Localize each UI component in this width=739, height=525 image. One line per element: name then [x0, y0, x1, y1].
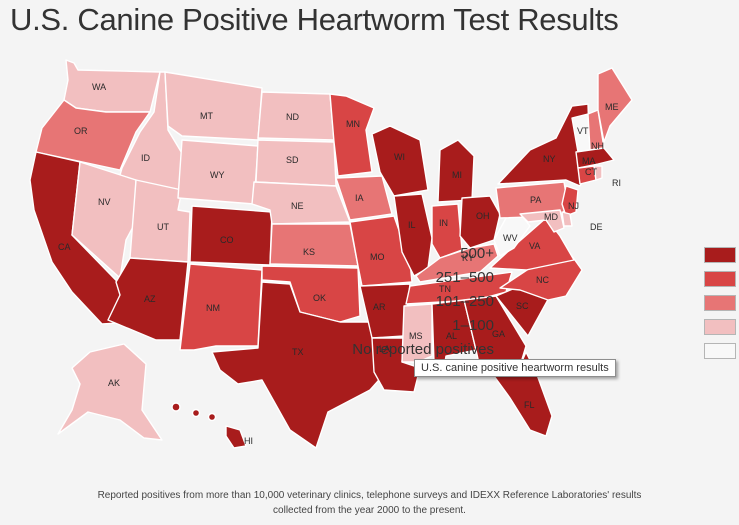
label-hi: HI	[244, 436, 253, 446]
label-ga: GA	[492, 329, 505, 339]
label-ok: OK	[313, 293, 326, 303]
label-ks: KS	[303, 247, 315, 257]
state-hi-island-3[interactable]	[207, 412, 217, 422]
legend-label: 101–250	[435, 293, 494, 310]
label-tn: TN	[439, 284, 451, 294]
state-hi[interactable]	[225, 425, 247, 449]
label-nd: ND	[286, 112, 299, 122]
label-fl: FL	[524, 400, 535, 410]
label-tx: TX	[292, 347, 304, 357]
footnote-line-1: Reported positives from more than 10,000…	[97, 490, 642, 501]
state-ma[interactable]	[575, 147, 615, 169]
label-vt: VT	[577, 126, 589, 136]
state-mi[interactable]	[437, 139, 475, 203]
legend-swatch	[704, 247, 736, 263]
label-ne: NE	[291, 201, 304, 211]
label-ut: UT	[157, 222, 169, 232]
label-ny: NY	[543, 154, 556, 164]
label-ar: AR	[373, 302, 386, 312]
legend-label: 500+	[460, 245, 494, 262]
state-me[interactable]	[597, 67, 633, 143]
label-wa: WA	[92, 82, 106, 92]
label-in: IN	[439, 218, 448, 228]
footnote-line-2: collected from the year 2000 to the pres…	[273, 505, 466, 516]
state-hi-island-1[interactable]	[171, 402, 181, 412]
state-ks[interactable]	[269, 223, 359, 267]
label-ky: KY	[462, 253, 474, 263]
legend-swatch	[704, 295, 736, 311]
state-ak[interactable]	[57, 343, 163, 441]
label-or: OR	[74, 126, 88, 136]
legend-label: 1–100	[452, 317, 494, 334]
state-de[interactable]	[561, 211, 573, 227]
state-mt[interactable]	[164, 71, 263, 141]
label-co: CO	[220, 235, 234, 245]
label-id: ID	[141, 153, 151, 163]
state-nm[interactable]	[179, 263, 263, 351]
label-wi: WI	[394, 152, 405, 162]
label-la: LA	[379, 344, 390, 354]
label-mo: MO	[370, 252, 385, 262]
state-mn[interactable]	[329, 93, 375, 177]
label-al: AL	[446, 331, 457, 341]
label-mi: MI	[452, 170, 462, 180]
label-ri: RI	[612, 178, 621, 188]
state-wi[interactable]	[371, 125, 429, 197]
state-az[interactable]	[107, 257, 189, 341]
label-az: AZ	[144, 294, 156, 304]
label-oh: OH	[476, 211, 490, 221]
state-ia[interactable]	[335, 175, 393, 221]
legend-label: 251–500	[435, 269, 494, 286]
state-or[interactable]	[35, 99, 151, 171]
map-tooltip: U.S. canine positive heartworm results	[414, 359, 616, 377]
state-in[interactable]	[431, 203, 463, 259]
label-nj: NJ	[568, 201, 579, 211]
map-title: U.S. Canine Positive Heartworm Test Resu…	[10, 2, 619, 37]
legend-label: No reported positives	[352, 341, 494, 358]
footnote: Reported positives from more than 10,000…	[0, 488, 739, 518]
state-md[interactable]	[519, 209, 565, 233]
legend-swatch	[704, 319, 736, 335]
state-ky[interactable]	[415, 243, 499, 283]
label-pa: PA	[530, 195, 541, 205]
label-me: ME	[605, 102, 619, 112]
label-sd: SD	[286, 155, 299, 165]
state-hi-island-2[interactable]	[191, 408, 201, 418]
legend-swatch	[704, 343, 736, 359]
state-nj[interactable]	[561, 185, 579, 217]
label-nv: NV	[98, 197, 111, 207]
label-mt: MT	[200, 111, 213, 121]
state-mo[interactable]	[349, 215, 413, 287]
state-co[interactable]	[189, 205, 273, 266]
label-ms: MS	[409, 331, 423, 341]
label-wy: WY	[210, 170, 225, 180]
label-sc: SC	[516, 301, 529, 311]
label-nc: NC	[536, 275, 549, 285]
legend-swatch	[704, 271, 736, 287]
label-mn: MN	[346, 119, 360, 129]
state-tx[interactable]	[211, 281, 387, 449]
label-ct: CT	[585, 167, 597, 177]
label-nh: NH	[591, 141, 604, 151]
label-ia: IA	[355, 193, 364, 203]
label-ak: AK	[108, 378, 120, 388]
label-ca: CA	[58, 242, 71, 252]
label-md: MD	[544, 212, 558, 222]
label-va: VA	[529, 241, 540, 251]
label-wv: WV	[503, 233, 518, 243]
label-il: IL	[408, 220, 416, 230]
label-ma: MA	[582, 156, 596, 166]
label-nm: NM	[206, 303, 220, 313]
label-de: DE	[590, 222, 603, 232]
state-ri[interactable]	[593, 165, 603, 181]
state-wa[interactable]	[63, 59, 161, 113]
